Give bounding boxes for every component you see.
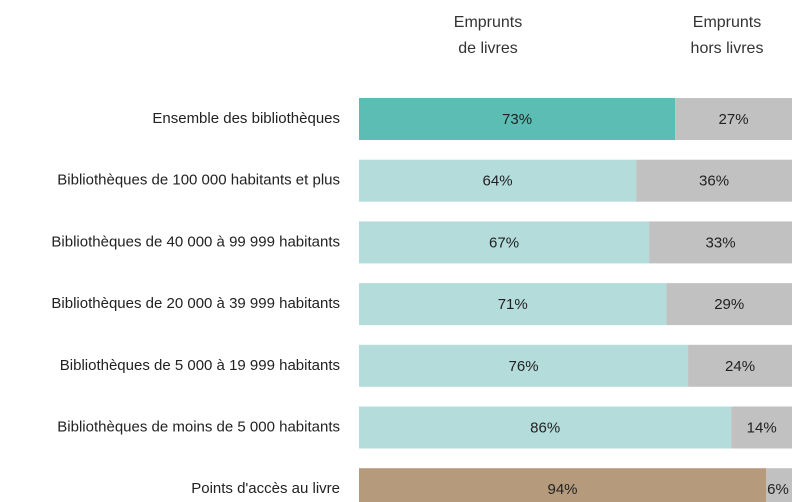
data-label: 27% — [719, 111, 749, 128]
y-tick-label: Points d'accès au livre — [191, 480, 340, 497]
bar-segment — [359, 406, 732, 449]
y-tick-label: Bibliothèques de 20 000 à 39 999 habitan… — [51, 295, 340, 312]
y-tick-label: Ensemble des bibliothèques — [152, 110, 340, 127]
data-label: 33% — [706, 234, 736, 251]
bar-segment — [675, 98, 792, 140]
y-tick-label: Bibliothèques de moins de 5 000 habitant… — [57, 418, 340, 435]
data-label: 73% — [502, 111, 532, 128]
legend-entry: Emprunts hors livres — [690, 14, 764, 57]
bar-segment — [649, 221, 792, 264]
data-label: 71% — [498, 296, 528, 313]
bar-segment — [359, 159, 637, 202]
bar-segment — [731, 406, 792, 449]
bar-segment — [359, 221, 650, 264]
data-label: 36% — [699, 173, 729, 190]
y-tick-label: Bibliothèques de 5 000 à 19 999 habitant… — [60, 357, 340, 374]
y-tick-label: Bibliothèques de 100 000 habitants et pl… — [57, 172, 340, 189]
data-label: 67% — [489, 234, 519, 251]
data-label: 76% — [509, 358, 539, 375]
bar-segment — [359, 98, 676, 140]
y-tick-label: Bibliothèques de 40 000 à 99 999 habitan… — [51, 233, 340, 250]
bar-segment — [666, 283, 792, 326]
data-label: 24% — [725, 358, 755, 375]
bar-segment — [766, 468, 792, 502]
bar-segment — [359, 344, 689, 387]
data-label: 6% — [767, 481, 789, 498]
bar-segment — [688, 344, 792, 387]
bar-segment — [359, 283, 667, 326]
data-label: 94% — [547, 481, 577, 498]
bar-segment — [636, 159, 792, 202]
data-label: 64% — [483, 173, 513, 190]
data-label: 86% — [530, 419, 560, 436]
bar-segment — [359, 468, 767, 502]
legend-entry: Emprunts de livres — [453, 14, 523, 57]
data-label: 29% — [714, 296, 744, 313]
data-label: 14% — [747, 419, 777, 436]
